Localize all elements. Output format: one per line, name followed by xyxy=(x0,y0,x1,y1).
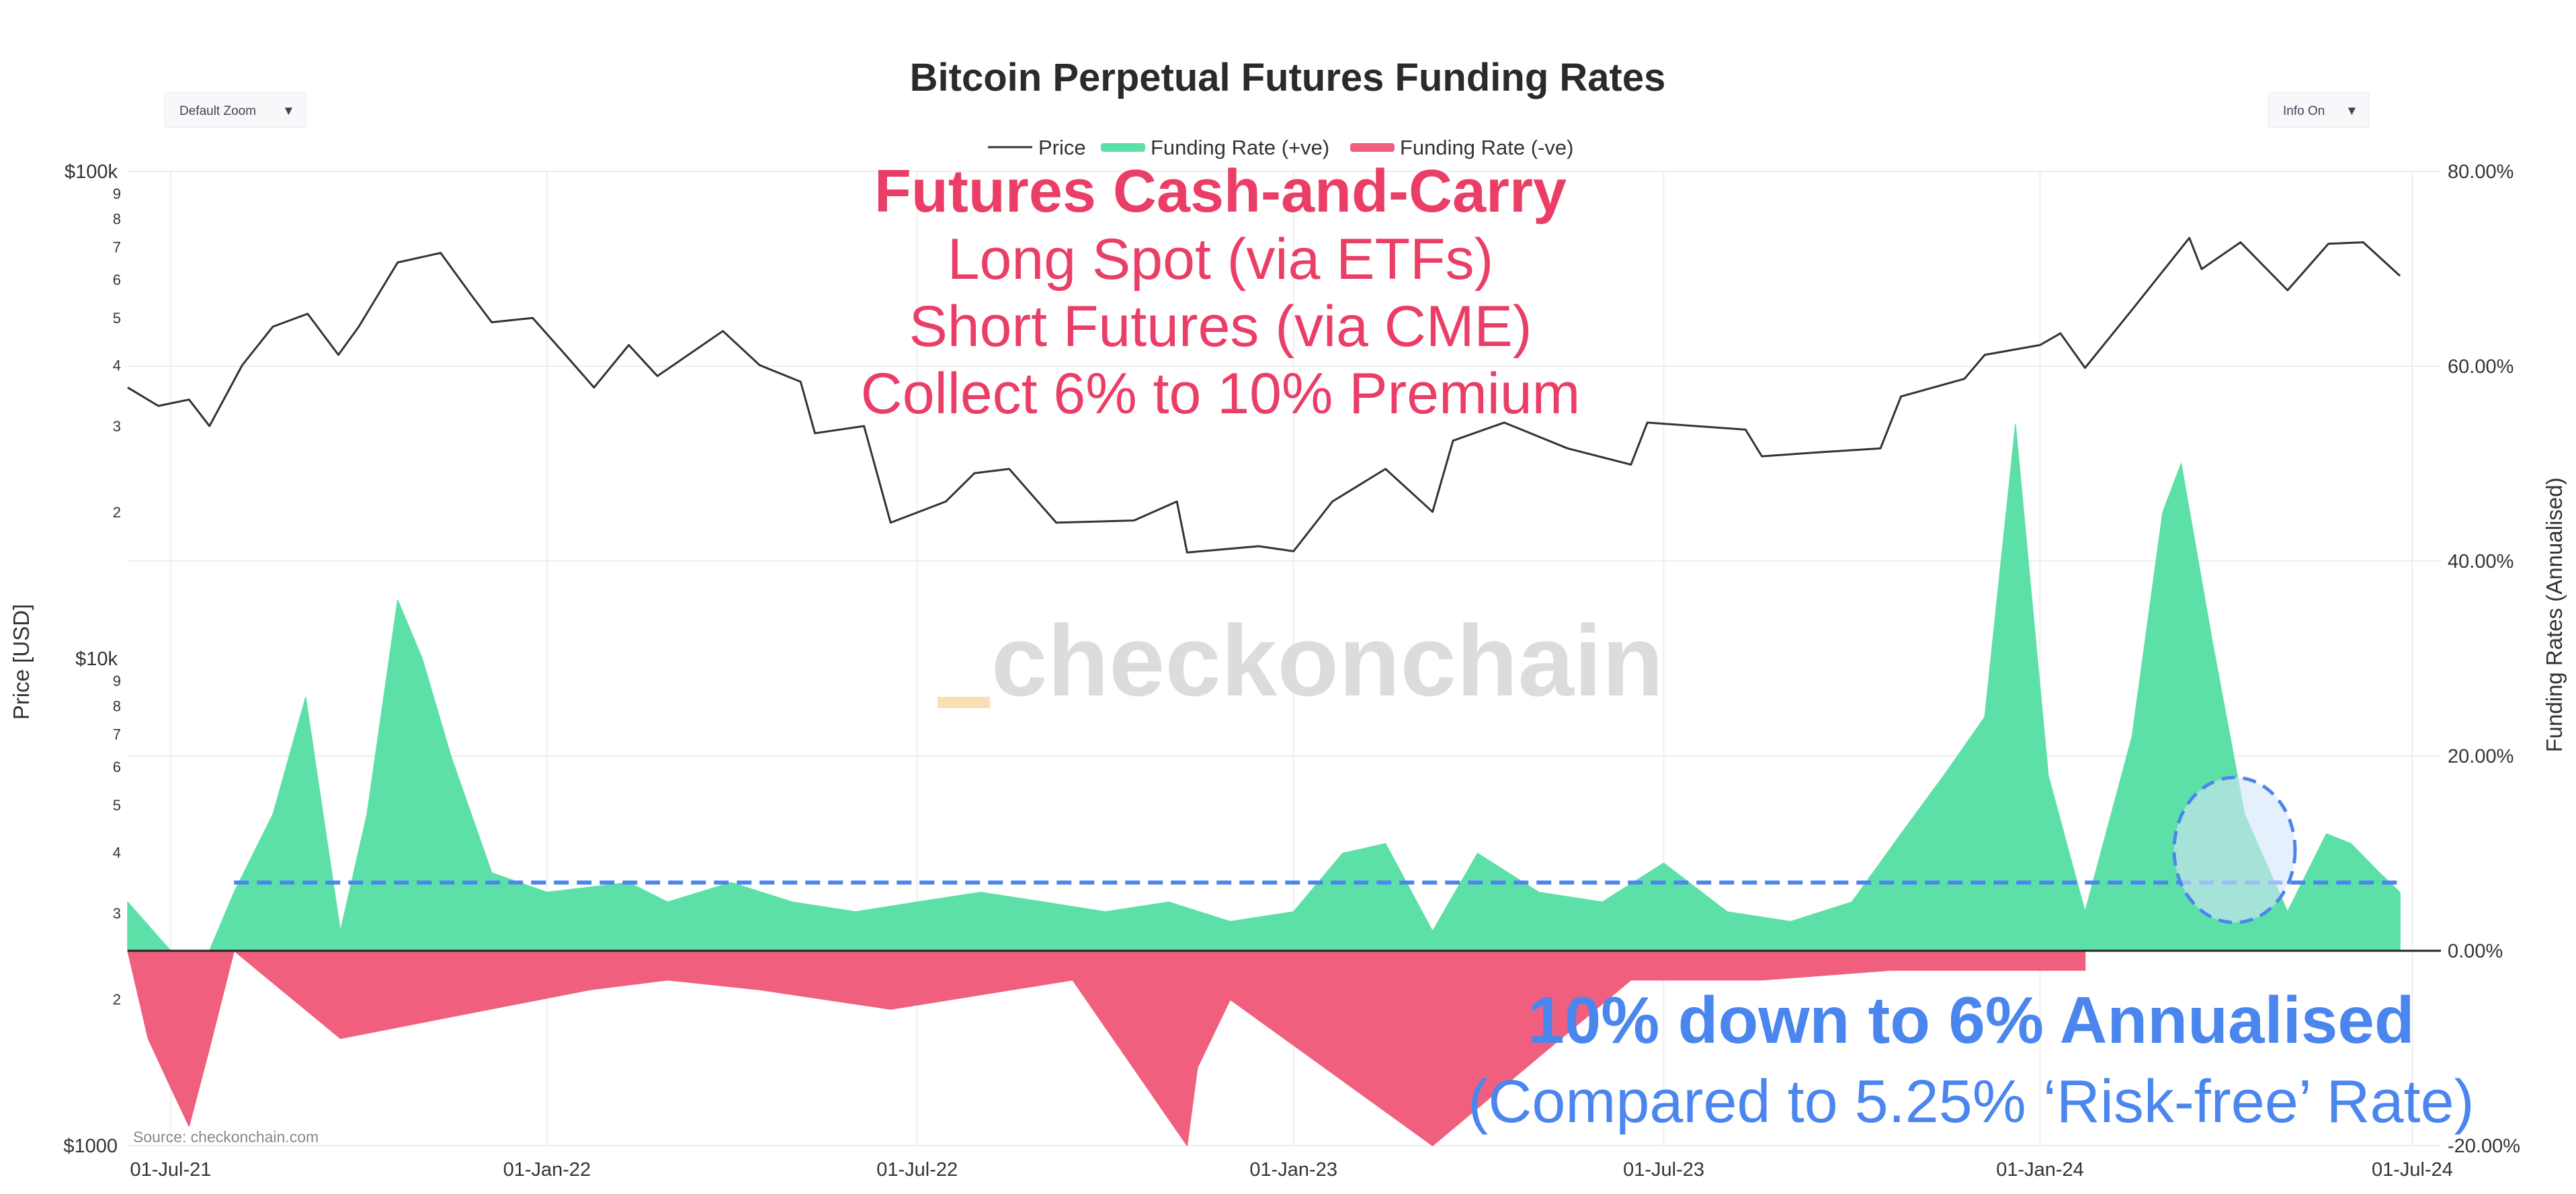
legend-funding-positive-swatch xyxy=(1101,143,1145,152)
x-tick-label: 01-Jan-23 xyxy=(1249,1159,1337,1181)
legend-funding-negative-label: Funding Rate (-ve) xyxy=(1400,136,1573,159)
watermark-accent xyxy=(938,697,990,708)
chevron-down-icon: ▼ xyxy=(2345,104,2358,118)
y-left-minor-tick-label: 6 xyxy=(113,271,121,288)
strategy-title: Futures Cash-and-Carry xyxy=(874,158,1567,225)
y-left-minor-tick-label: 2 xyxy=(113,991,121,1008)
y-left-minor-tick-label: 3 xyxy=(113,418,121,435)
funding-rate-annotation: 10% down to 6% Annualised (Compared to 5… xyxy=(1468,983,2474,1136)
funding-positive-area xyxy=(127,424,2401,951)
y-right-tick-label: 0.00% xyxy=(2448,941,2503,962)
y-left-minor-tick-label: 4 xyxy=(113,357,121,374)
highlight-ellipse xyxy=(2172,775,2297,925)
y-left-minor-tick-label: 5 xyxy=(113,310,121,327)
x-axis-ticks: 01-Jul-21 01-Jan-22 01-Jul-22 01-Jan-23 01-J… xyxy=(130,1159,2452,1181)
legend-item-funding-negative[interactable]: Funding Rate (-ve) xyxy=(1350,136,1573,159)
funding-negative-area xyxy=(127,950,2086,1146)
y-left-minor-tick-label: 8 xyxy=(113,697,121,714)
legend: Price Funding Rate (+ve) Funding Rate (-… xyxy=(988,136,1573,159)
y-left-minor-tick-label: 6 xyxy=(113,759,121,775)
grid-lines xyxy=(128,171,2441,1146)
y-left-major-tick-label: $1000 xyxy=(63,1136,118,1157)
strategy-line-3: Collect 6% to 10% Premium xyxy=(861,361,1581,426)
y-left-minor-tick-label: 7 xyxy=(113,726,121,742)
y-left-minor-tick-label: 9 xyxy=(113,673,121,689)
y-right-tick-label: 60.00% xyxy=(2448,356,2513,378)
cash-carry-annotation: Futures Cash-and-Carry Long Spot (via ET… xyxy=(861,158,1581,426)
y-left-minor-tick-label: 9 xyxy=(113,185,121,202)
y-right-tick-label: 80.00% xyxy=(2448,161,2513,183)
default-zoom-dropdown[interactable]: Default Zoom ▼ xyxy=(164,92,306,128)
y-right-tick-label: 20.00% xyxy=(2448,746,2513,767)
funding-negative-series xyxy=(127,950,2086,1146)
y-right-tick-label: -20.00% xyxy=(2448,1136,2520,1157)
y-axis-left-title: Price [USD] xyxy=(9,604,34,720)
x-tick-label: 01-Jul-22 xyxy=(876,1159,958,1181)
y-axis-right-ticks: -20.00% 0.00% 20.00% 40.00% 60.00% 80.00% xyxy=(2448,161,2520,1157)
legend-price-label: Price xyxy=(1038,136,1086,159)
watermark: checkonchain xyxy=(938,604,1663,717)
x-tick-label: 01-Jul-23 xyxy=(1623,1159,1704,1181)
y-right-tick-label: 40.00% xyxy=(2448,551,2513,572)
x-tick-label: 01-Jan-22 xyxy=(503,1159,591,1181)
y-left-minor-tick-label: 7 xyxy=(113,239,121,255)
strategy-line-2: Short Futures (via CME) xyxy=(909,294,1532,359)
y-left-major-tick-label: $10k xyxy=(75,648,118,670)
y-left-major-tick-label: $100k xyxy=(65,161,118,183)
watermark-text: checkonchain xyxy=(991,604,1663,717)
rate-comparison: (Compared to 5.25% ‘Risk-free’ Rate) xyxy=(1468,1068,2474,1136)
info-toggle-label: Info On xyxy=(2283,104,2325,118)
info-toggle-dropdown[interactable]: Info On ▼ xyxy=(2268,92,2370,128)
x-tick-label: 01-Jul-24 xyxy=(2372,1159,2453,1181)
y-axis-right-title: Funding Rates (Annualised) xyxy=(2542,477,2567,752)
default-zoom-label: Default Zoom xyxy=(179,104,256,118)
legend-funding-positive-label: Funding Rate (+ve) xyxy=(1151,136,1329,159)
y-axis-left-ticks: $1000 $10k $100k 2 3 4 5 6 7 8 9 2 3 4 5 6 7 8 9 xyxy=(63,161,121,1157)
legend-item-price[interactable]: Price xyxy=(988,136,1086,159)
y-left-minor-tick-label: 5 xyxy=(113,797,121,814)
legend-item-funding-positive[interactable]: Funding Rate (+ve) xyxy=(1101,136,1329,159)
x-tick-label: 01-Jan-24 xyxy=(1996,1159,2084,1181)
x-tick-label: 01-Jul-21 xyxy=(130,1159,211,1181)
y-left-minor-tick-label: 4 xyxy=(113,845,121,861)
funding-positive-series xyxy=(127,424,2401,951)
strategy-line-1: Long Spot (via ETFs) xyxy=(948,227,1494,292)
y-left-minor-tick-label: 2 xyxy=(113,504,121,521)
legend-funding-negative-swatch xyxy=(1350,143,1395,152)
price-line xyxy=(127,237,2401,554)
chart-title: Bitcoin Perpetual Futures Funding Rates xyxy=(910,56,1666,99)
y-left-minor-tick-label: 3 xyxy=(113,905,121,922)
price-series xyxy=(127,237,2401,554)
rate-headline: 10% down to 6% Annualised xyxy=(1528,983,2415,1057)
y-left-minor-tick-label: 8 xyxy=(113,210,121,227)
chevron-down-icon: ▼ xyxy=(282,104,295,118)
source-label: Source: checkonchain.com xyxy=(133,1128,319,1146)
